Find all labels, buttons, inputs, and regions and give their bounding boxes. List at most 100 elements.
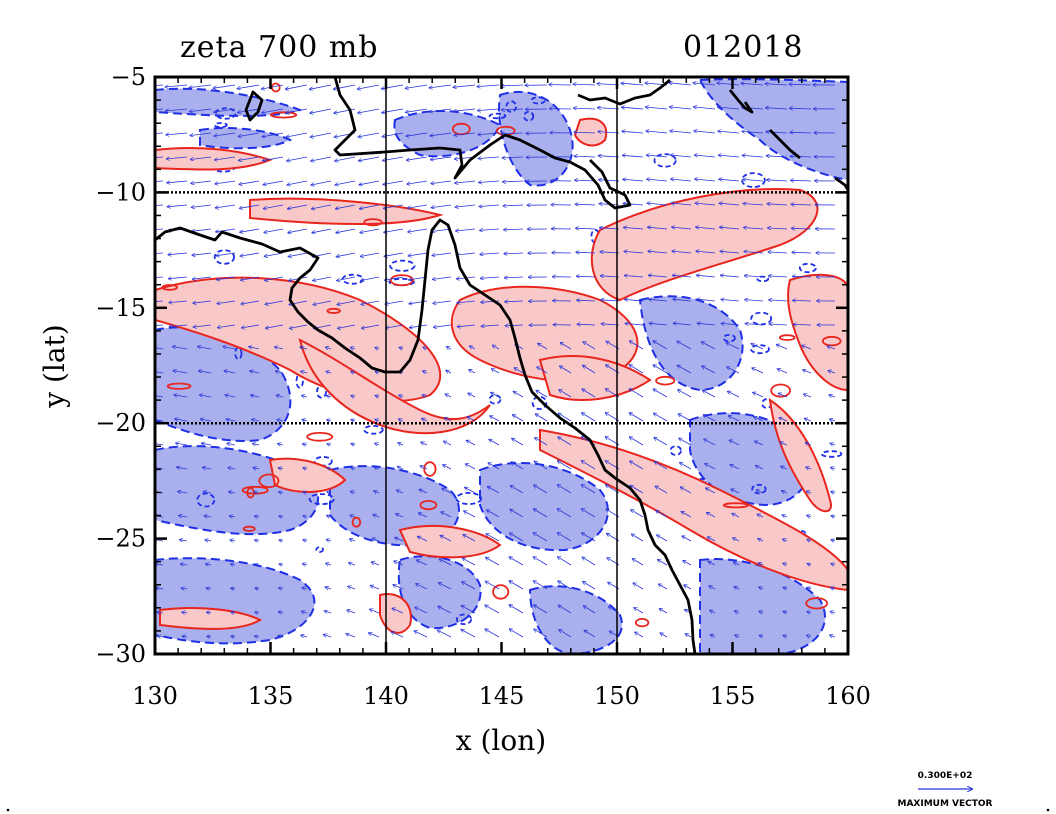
wind-vector: [597, 84, 620, 85]
wind-vector: [831, 468, 836, 470]
wind-vector: [719, 155, 740, 157]
wind-vector: [189, 84, 212, 88]
wind-vector: [828, 371, 836, 373]
wind-vector: [432, 228, 452, 232]
wind-vector-field: [155, 83, 836, 638]
wind-vector: [647, 179, 668, 181]
wind-vector: [359, 180, 380, 185]
wind-vector: [155, 204, 164, 206]
wind-vector: [478, 133, 500, 135]
wind-vector: [576, 252, 596, 253]
wind-vector: [501, 85, 524, 86]
wind-vector: [372, 538, 380, 541]
wind-vector: [374, 467, 380, 469]
wind-vector: [759, 587, 764, 589]
wind-vector: [361, 276, 380, 281]
wind-vector: [634, 608, 644, 614]
wind-vector: [751, 344, 764, 350]
wind-vector: [735, 635, 740, 637]
wind-vector: [486, 534, 500, 542]
positive-region: [268, 457, 347, 493]
wind-vector: [504, 229, 524, 230]
wind-vector: [255, 588, 260, 589]
wind-vector: [793, 300, 812, 301]
wind-vector: [742, 131, 764, 133]
wind-vector: [635, 632, 644, 638]
wind-vector: [681, 512, 692, 518]
wind-vector: [831, 564, 836, 565]
negative-region: [699, 558, 826, 654]
x-tick-label: 145: [479, 682, 525, 710]
wind-vector: [174, 395, 188, 398]
positive-contour: [166, 382, 192, 390]
wind-vector: [407, 180, 428, 184]
wind-vector: [433, 276, 452, 279]
wind-vector: [502, 109, 524, 110]
positive-contour: [389, 274, 414, 287]
wind-vector: [375, 419, 380, 421]
wind-vector: [718, 107, 740, 110]
wind-vector: [336, 228, 356, 233]
wind-vector: [705, 464, 716, 470]
wind-vector: [721, 323, 740, 325]
wind-vector: [827, 346, 836, 350]
axes: 130 135 140 145 150 155 160 −5 −10 −15 −20 −25 −30: [95, 63, 871, 710]
wind-vector: [582, 557, 596, 566]
wind-vector: [399, 419, 404, 421]
wind-vector: [255, 636, 260, 637]
wind-vector: [336, 204, 356, 209]
wind-vector: [790, 132, 812, 133]
wind-vector: [303, 516, 308, 517]
wind-vector: [327, 516, 332, 517]
wind-vector: [558, 437, 572, 446]
wind-vector: [457, 301, 476, 303]
wind-vector: [502, 157, 524, 158]
wind-vector: [646, 131, 668, 134]
wind-vector: [538, 344, 548, 350]
wind-vector: [766, 108, 788, 109]
wind-vector: [584, 606, 596, 614]
wind-vector: [729, 440, 740, 446]
wind-vector: [505, 277, 524, 278]
wind-vector: [217, 300, 236, 304]
wind-vector: [439, 583, 452, 590]
wind-vector: [218, 324, 236, 328]
y-tick-label: −15: [95, 294, 146, 322]
wind-vector: [648, 227, 668, 229]
negative-contour: [388, 277, 415, 287]
wind-vector: [622, 131, 644, 133]
wind-vector: [446, 370, 452, 373]
wind-vector: [697, 299, 716, 301]
positive-contour: [269, 111, 298, 119]
positive-region: [573, 117, 608, 147]
negative-contour: [214, 107, 237, 120]
wind-vector: [536, 391, 548, 398]
wind-vector: [719, 203, 740, 205]
wind-vector: [485, 629, 500, 638]
wind-vector: [741, 83, 764, 85]
chart-title: zeta 700 mb: [180, 30, 379, 65]
wind-vector: [807, 588, 812, 590]
wind-vector: [326, 347, 332, 349]
wind-vector: [480, 229, 500, 230]
wind-vector: [231, 564, 236, 565]
wind-vector: [759, 635, 764, 637]
wind-vector: [671, 179, 692, 182]
wind-vector: [598, 132, 620, 133]
wind-vector: [384, 228, 404, 232]
wind-vector: [624, 227, 644, 229]
wind-vector: [486, 558, 500, 566]
wind-vector: [456, 252, 476, 255]
wind-vector: [757, 514, 764, 517]
wind-vector: [175, 419, 188, 421]
wind-vector: [805, 419, 812, 422]
wind-vector: [514, 368, 524, 374]
legend-scale-label: 0.300E+02: [918, 771, 973, 781]
wind-vector: [682, 536, 692, 542]
x-axis-title: x (lon): [456, 724, 546, 757]
wind-vector: [623, 155, 644, 157]
wind-vector: [648, 251, 668, 253]
coastline-path: [728, 89, 754, 114]
wind-vector: [534, 461, 548, 470]
wind-vector: [303, 492, 308, 493]
